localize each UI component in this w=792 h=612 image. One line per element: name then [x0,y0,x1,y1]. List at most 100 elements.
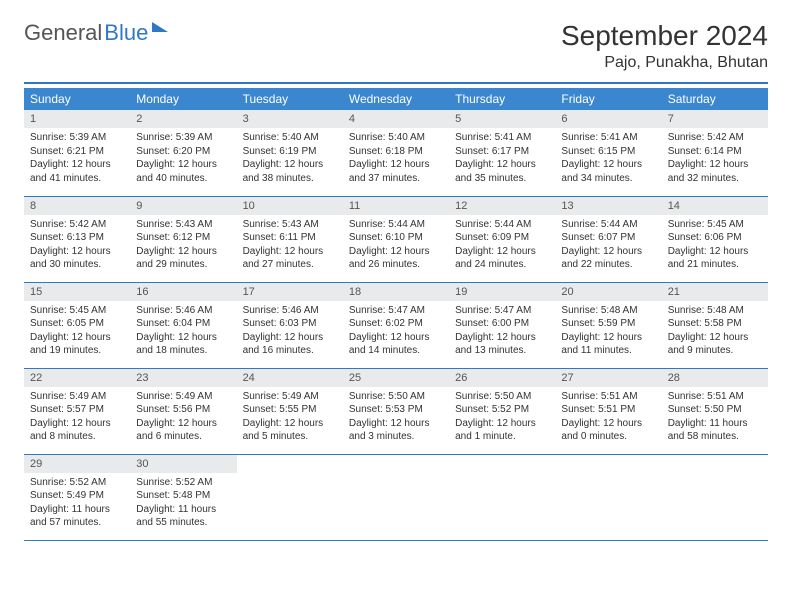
day-detail: Sunrise: 5:43 AMSunset: 6:11 PMDaylight:… [237,215,343,278]
day-detail: Sunrise: 5:42 AMSunset: 6:13 PMDaylight:… [24,215,130,278]
title-block: September 2024 Pajo, Punakha, Bhutan [561,20,768,72]
day-number: 23 [130,369,236,387]
day-number: 11 [343,197,449,215]
day-detail: Sunrise: 5:40 AMSunset: 6:19 PMDaylight:… [237,128,343,191]
page-title: September 2024 [561,20,768,52]
day-number: 15 [24,283,130,301]
day-number: 5 [449,110,555,128]
header: GeneralBlue September 2024 Pajo, Punakha… [24,20,768,72]
calendar-cell: 9Sunrise: 5:43 AMSunset: 6:12 PMDaylight… [130,196,236,282]
weekday-header: Wednesday [343,88,449,110]
calendar-cell: 16Sunrise: 5:46 AMSunset: 6:04 PMDayligh… [130,282,236,368]
day-detail: Sunrise: 5:49 AMSunset: 5:55 PMDaylight:… [237,387,343,450]
day-detail: Sunrise: 5:41 AMSunset: 6:15 PMDaylight:… [555,128,661,191]
calendar-row: 15Sunrise: 5:45 AMSunset: 6:05 PMDayligh… [24,282,768,368]
weekday-header: Tuesday [237,88,343,110]
day-number: 8 [24,197,130,215]
day-number: 26 [449,369,555,387]
day-detail: Sunrise: 5:45 AMSunset: 6:06 PMDaylight:… [662,215,768,278]
day-number: 19 [449,283,555,301]
logo-text-1: General [24,20,102,46]
logo: GeneralBlue [24,20,168,46]
day-number: 9 [130,197,236,215]
calendar-cell: 19Sunrise: 5:47 AMSunset: 6:00 PMDayligh… [449,282,555,368]
calendar-cell: 5Sunrise: 5:41 AMSunset: 6:17 PMDaylight… [449,110,555,196]
day-number: 3 [237,110,343,128]
calendar-cell: 27Sunrise: 5:51 AMSunset: 5:51 PMDayligh… [555,368,661,454]
day-detail: Sunrise: 5:45 AMSunset: 6:05 PMDaylight:… [24,301,130,364]
day-number: 20 [555,283,661,301]
calendar-table: SundayMondayTuesdayWednesdayThursdayFrid… [24,88,768,541]
day-number: 6 [555,110,661,128]
day-detail: Sunrise: 5:52 AMSunset: 5:48 PMDaylight:… [130,473,236,536]
calendar-cell: .. [555,454,661,540]
day-number: 12 [449,197,555,215]
weekday-header: Saturday [662,88,768,110]
calendar-cell: 24Sunrise: 5:49 AMSunset: 5:55 PMDayligh… [237,368,343,454]
day-detail: Sunrise: 5:40 AMSunset: 6:18 PMDaylight:… [343,128,449,191]
day-number: 16 [130,283,236,301]
calendar-cell: 14Sunrise: 5:45 AMSunset: 6:06 PMDayligh… [662,196,768,282]
calendar-cell: 13Sunrise: 5:44 AMSunset: 6:07 PMDayligh… [555,196,661,282]
calendar-cell: 28Sunrise: 5:51 AMSunset: 5:50 PMDayligh… [662,368,768,454]
weekday-header: Friday [555,88,661,110]
calendar-cell: 29Sunrise: 5:52 AMSunset: 5:49 PMDayligh… [24,454,130,540]
calendar-cell: 7Sunrise: 5:42 AMSunset: 6:14 PMDaylight… [662,110,768,196]
calendar-cell: 22Sunrise: 5:49 AMSunset: 5:57 PMDayligh… [24,368,130,454]
day-detail: Sunrise: 5:39 AMSunset: 6:20 PMDaylight:… [130,128,236,191]
weekday-header: Sunday [24,88,130,110]
divider [24,82,768,84]
location-text: Pajo, Punakha, Bhutan [561,54,768,72]
logo-triangle-icon [152,22,168,32]
day-number: 14 [662,197,768,215]
calendar-cell: 26Sunrise: 5:50 AMSunset: 5:52 PMDayligh… [449,368,555,454]
weekday-header: Thursday [449,88,555,110]
day-detail: Sunrise: 5:44 AMSunset: 6:07 PMDaylight:… [555,215,661,278]
calendar-body: 1Sunrise: 5:39 AMSunset: 6:21 PMDaylight… [24,110,768,540]
day-detail: Sunrise: 5:49 AMSunset: 5:56 PMDaylight:… [130,387,236,450]
calendar-cell: 2Sunrise: 5:39 AMSunset: 6:20 PMDaylight… [130,110,236,196]
calendar-cell: 4Sunrise: 5:40 AMSunset: 6:18 PMDaylight… [343,110,449,196]
logo-text-2: Blue [104,20,148,46]
day-number: 7 [662,110,768,128]
weekday-header: Monday [130,88,236,110]
day-detail: Sunrise: 5:44 AMSunset: 6:10 PMDaylight:… [343,215,449,278]
day-number: 17 [237,283,343,301]
day-number: 13 [555,197,661,215]
day-number: 27 [555,369,661,387]
calendar-row: 22Sunrise: 5:49 AMSunset: 5:57 PMDayligh… [24,368,768,454]
calendar-cell: 21Sunrise: 5:48 AMSunset: 5:58 PMDayligh… [662,282,768,368]
calendar-cell: 17Sunrise: 5:46 AMSunset: 6:03 PMDayligh… [237,282,343,368]
day-number: 10 [237,197,343,215]
day-detail: Sunrise: 5:43 AMSunset: 6:12 PMDaylight:… [130,215,236,278]
calendar-cell: 1Sunrise: 5:39 AMSunset: 6:21 PMDaylight… [24,110,130,196]
day-detail: Sunrise: 5:50 AMSunset: 5:53 PMDaylight:… [343,387,449,450]
day-number: 2 [130,110,236,128]
day-detail: Sunrise: 5:51 AMSunset: 5:51 PMDaylight:… [555,387,661,450]
calendar-row: 8Sunrise: 5:42 AMSunset: 6:13 PMDaylight… [24,196,768,282]
day-detail: Sunrise: 5:51 AMSunset: 5:50 PMDaylight:… [662,387,768,450]
calendar-cell: .. [343,454,449,540]
day-number: 25 [343,369,449,387]
day-detail: Sunrise: 5:48 AMSunset: 5:59 PMDaylight:… [555,301,661,364]
calendar-cell: 3Sunrise: 5:40 AMSunset: 6:19 PMDaylight… [237,110,343,196]
calendar-cell: 20Sunrise: 5:48 AMSunset: 5:59 PMDayligh… [555,282,661,368]
calendar-cell: 23Sunrise: 5:49 AMSunset: 5:56 PMDayligh… [130,368,236,454]
day-detail: Sunrise: 5:48 AMSunset: 5:58 PMDaylight:… [662,301,768,364]
day-number: 22 [24,369,130,387]
day-detail: Sunrise: 5:44 AMSunset: 6:09 PMDaylight:… [449,215,555,278]
calendar-cell: 12Sunrise: 5:44 AMSunset: 6:09 PMDayligh… [449,196,555,282]
day-detail: Sunrise: 5:42 AMSunset: 6:14 PMDaylight:… [662,128,768,191]
calendar-cell: 30Sunrise: 5:52 AMSunset: 5:48 PMDayligh… [130,454,236,540]
day-number: 30 [130,455,236,473]
calendar-cell: .. [449,454,555,540]
day-number: 21 [662,283,768,301]
calendar-cell: 11Sunrise: 5:44 AMSunset: 6:10 PMDayligh… [343,196,449,282]
day-detail: Sunrise: 5:47 AMSunset: 6:00 PMDaylight:… [449,301,555,364]
day-detail: Sunrise: 5:49 AMSunset: 5:57 PMDaylight:… [24,387,130,450]
day-detail: Sunrise: 5:39 AMSunset: 6:21 PMDaylight:… [24,128,130,191]
day-number: 1 [24,110,130,128]
calendar-cell: 15Sunrise: 5:45 AMSunset: 6:05 PMDayligh… [24,282,130,368]
day-detail: Sunrise: 5:46 AMSunset: 6:04 PMDaylight:… [130,301,236,364]
day-detail: Sunrise: 5:52 AMSunset: 5:49 PMDaylight:… [24,473,130,536]
